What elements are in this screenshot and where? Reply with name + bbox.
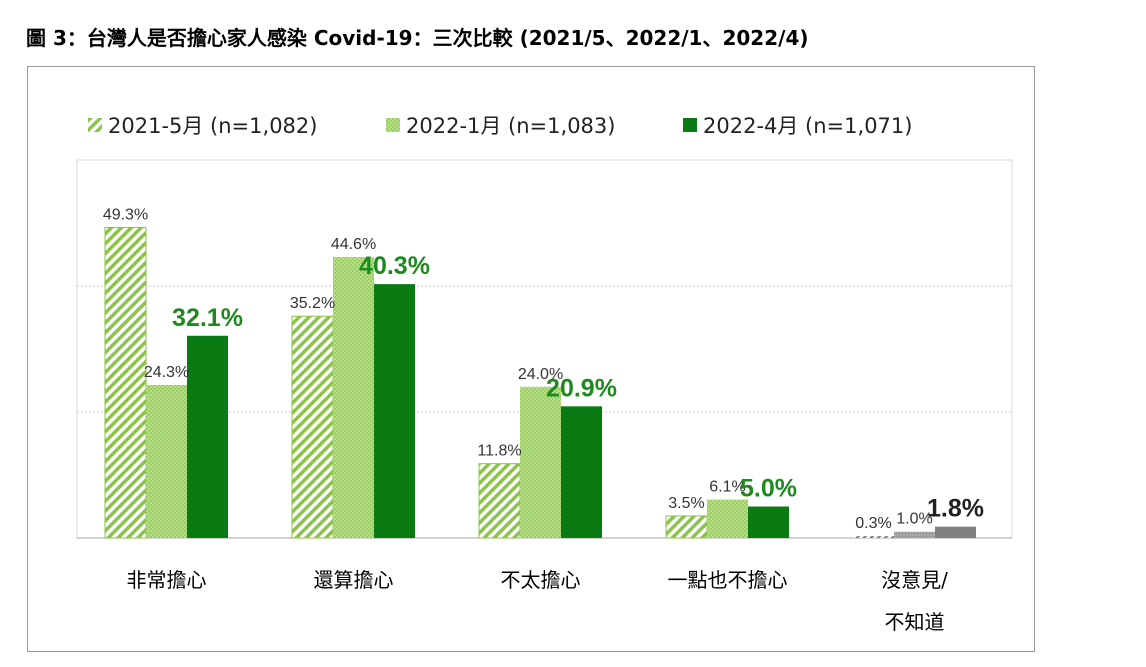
bar-1-2 [520,386,561,538]
bar-2-2 [561,406,602,538]
data-label-1-0: 24.3% [144,364,189,381]
data-label-0-3: 3.5% [668,495,704,512]
category-label-3: 一點也不擔心 [668,568,788,592]
legend-swatch-2022-1 [386,118,400,132]
bars [104,226,976,539]
category-label-1: 還算擔心 [314,568,394,592]
data-label-1-3: 6.1% [709,479,745,496]
data-label-0-4: 0.3% [855,515,891,532]
data-label-2-0: 32.1% [172,304,243,332]
legend-swatch-2021-5 [88,118,102,132]
legend-label-2021-5: 2021-5月 (n=1,082) [108,114,318,138]
data-label-2-2: 20.9% [546,374,617,402]
data-label-0-2: 11.8% [477,443,521,460]
data-label-2-4: 1.8% [927,495,984,523]
data-labels: 49.3% 24.3% 32.1% 35.2% 44.6%40.3% 11.8% 24.0%… [103,206,984,532]
legend-item-2022-1: 2022-1月 (n=1,083) [386,110,615,140]
data-label-2-3: 5.0% [740,475,797,503]
legend-item-2021-5: 2021-5月 (n=1,082) [88,110,317,140]
bar-2-0 [187,335,228,538]
bar-1-4 [894,531,935,538]
legend-swatch-2022-4 [683,118,697,132]
legend-label-2022-4: 2022-4月 (n=1,071) [703,114,913,138]
legend: 2021-5月 (n=1,082) 2022-1月 (n=1,083) 2022… [0,110,1146,140]
bar-1-1 [333,257,374,538]
data-label-1-2: 24.0% [518,366,563,383]
bar-2-1 [374,284,415,538]
chart-frame [27,66,1035,652]
bar-0-2 [478,463,521,539]
bar-1-0 [146,384,187,538]
bar-0-0 [104,226,147,539]
category-label-4: 沒意見/ [881,568,948,592]
data-label-0-1: 35.2% [290,295,335,312]
data-label-1-4: 1.0% [896,511,932,528]
legend-label-2022-1: 2022-1月 (n=1,083) [406,114,616,138]
category-label-2: 不太擔心 [501,568,581,592]
data-label-0-0: 49.3% [103,206,148,223]
category-labels: 非常擔心 還算擔心 不太擔心 一點也不擔心 沒意見/不知道 [127,568,949,634]
bar-0-1 [291,315,334,539]
category-label-0: 非常擔心 [127,568,207,592]
bar-0-4 [853,536,894,538]
data-label-1-1: 44.6% [331,236,376,253]
bar-2-4 [935,526,976,538]
bar-0-3 [665,515,708,539]
bar-2-3 [748,506,789,538]
category-label-4-line2: 不知道 [885,610,945,634]
chart-title: 圖 3：台灣人是否擔心家人感染 Covid-19：三次比較 (2021/5、20… [26,26,809,50]
data-label-2-1: 40.3% [359,252,430,280]
bar-1-3 [707,499,748,538]
legend-item-2022-4: 2022-4月 (n=1,071) [683,110,912,140]
